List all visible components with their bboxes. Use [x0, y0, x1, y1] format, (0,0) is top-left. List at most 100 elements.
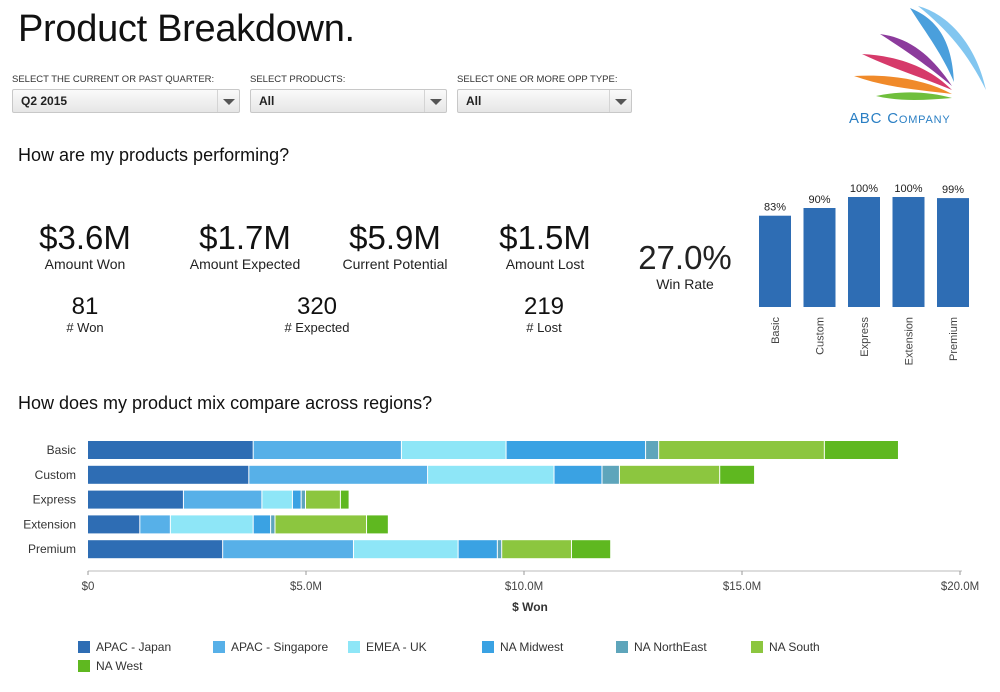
logo-text: ABC Company: [849, 110, 951, 127]
stacked-bar-segment[interactable]: [340, 490, 349, 509]
x-axis-title: $ Won: [512, 600, 548, 614]
stacked-bar-segment[interactable]: [428, 465, 554, 484]
win-rate-bar[interactable]: [848, 197, 880, 307]
x-axis-tick-label: $20.0M: [941, 581, 979, 593]
products-filter-label: SELECT PRODUCTS:: [250, 74, 346, 85]
stacked-bar-segment[interactable]: [401, 441, 506, 459]
opp-type-filter: SELECT ONE OR MORE OPP TYPE: All: [457, 74, 632, 113]
stacked-bar-segment[interactable]: [223, 540, 353, 559]
kpi-label: Current Potential: [342, 256, 448, 272]
quarter-select-value: Q2 2015: [21, 94, 68, 108]
kpi-value: $1.7M: [199, 219, 291, 256]
stacked-bar-segment[interactable]: [306, 490, 340, 509]
legend-item[interactable]: NA West: [78, 659, 142, 673]
stacked-bar-segment[interactable]: [140, 515, 170, 534]
win-rate-category-label: Premium: [948, 317, 960, 361]
x-axis-tick-label: $5.0M: [290, 581, 322, 593]
kpi-amount-lost: $1.5M Amount Lost: [480, 219, 610, 273]
stacked-bar-segment[interactable]: [571, 540, 611, 559]
win-rate-bar-label: 83%: [764, 202, 786, 214]
legend-item[interactable]: NA NorthEast: [616, 640, 707, 654]
stacked-bar-segment[interactable]: [659, 441, 824, 459]
stacked-bar-segment[interactable]: [602, 465, 619, 484]
win-rate-bar-label: 90%: [808, 194, 830, 206]
stacked-bar-segment[interactable]: [497, 540, 502, 559]
win-rate-category-label: Express: [859, 317, 871, 357]
products-select[interactable]: All: [250, 89, 447, 113]
legend-label: NA NorthEast: [634, 640, 707, 654]
chevron-down-icon[interactable]: [609, 90, 631, 112]
win-rate: 27.0% Win Rate: [625, 240, 745, 293]
stacked-bar-segment[interactable]: [88, 465, 249, 484]
kpi-value: $3.6M: [39, 219, 131, 256]
win-rate-bar[interactable]: [937, 198, 969, 307]
stacked-bar-segment[interactable]: [88, 490, 183, 509]
stacked-bar-segment[interactable]: [554, 465, 602, 484]
stacked-bar-segment[interactable]: [271, 515, 275, 534]
stacked-bar-segment[interactable]: [646, 441, 659, 459]
legend-item[interactable]: APAC - Singapore: [213, 640, 328, 654]
legend-swatch: [78, 641, 90, 653]
kpi-value: $1.5M: [499, 219, 591, 256]
stacked-bar-segment[interactable]: [262, 490, 292, 509]
legend-label: NA South: [769, 640, 820, 654]
stacked-bar-segment[interactable]: [88, 441, 253, 459]
row-category-label: Premium: [28, 542, 76, 556]
stacked-bar-segment[interactable]: [183, 490, 262, 509]
performance-section-title: How are my products performing?: [18, 145, 290, 165]
quarter-select[interactable]: Q2 2015: [12, 89, 240, 113]
win-rate-bar[interactable]: [759, 215, 791, 307]
count-expected: 320 # Expected: [267, 294, 367, 336]
stacked-bar-segment[interactable]: [458, 540, 497, 559]
stacked-bar-segment[interactable]: [824, 441, 898, 459]
stacked-bar-segment[interactable]: [292, 490, 301, 509]
stacked-bar-segment[interactable]: [253, 515, 271, 534]
stacked-bar-segment[interactable]: [367, 515, 388, 534]
kpi-current-potential: $5.9M Current Potential: [330, 220, 460, 273]
legend-item[interactable]: APAC - Japan: [78, 640, 171, 654]
stacked-bar-segment[interactable]: [88, 540, 223, 559]
legend-item[interactable]: EMEA - UK: [348, 640, 427, 654]
stacked-bar-segment[interactable]: [253, 441, 401, 459]
stacked-bar-segment[interactable]: [275, 515, 367, 534]
chevron-down-icon[interactable]: [217, 90, 239, 112]
kpi-label: Amount Lost: [505, 256, 585, 272]
product-mix-by-region-chart: Basic Custom Express Extension Premium $0 $5.0…: [23, 441, 979, 614]
stacked-bar-segment[interactable]: [353, 540, 458, 559]
stacked-bar-segment[interactable]: [170, 515, 253, 534]
win-rate-by-product-chart: 83% Basic 90% Custom 100% Express 100% Extensio…: [759, 183, 969, 365]
row-category-label: Custom: [35, 468, 76, 482]
win-rate-bar-label: 99%: [942, 184, 964, 196]
win-rate-bar[interactable]: [803, 208, 836, 307]
stacked-bar-segment[interactable]: [506, 441, 646, 459]
opp-type-select[interactable]: All: [457, 89, 632, 113]
count-won: 81 # Won: [35, 294, 135, 336]
win-rate-category-label: Basic: [770, 317, 782, 344]
page-title: Product Breakdown.: [18, 8, 355, 50]
legend-swatch: [78, 660, 90, 672]
kpi-label: Amount Expected: [189, 256, 301, 272]
products-select-value: All: [259, 94, 275, 108]
logo-text-second: Company: [887, 110, 951, 127]
row-category-label: Basic: [47, 443, 76, 457]
company-logo-icon: [854, 6, 986, 100]
kpi-label: Amount Won: [44, 256, 126, 272]
win-rate-bar[interactable]: [892, 197, 925, 307]
row-category-label: Express: [33, 493, 76, 507]
legend-label: EMEA - UK: [366, 640, 427, 654]
legend-item[interactable]: NA Midwest: [482, 640, 563, 654]
stacked-bar-segment[interactable]: [88, 515, 140, 534]
quarter-filter: SELECT THE CURRENT OR PAST QUARTER: Q2 2…: [12, 74, 240, 113]
stacked-bar-segment[interactable]: [301, 490, 305, 509]
legend-item[interactable]: NA South: [751, 640, 820, 654]
stacked-bar-segment[interactable]: [502, 540, 571, 559]
stacked-bar-segment[interactable]: [249, 465, 428, 484]
stacked-bar-segment[interactable]: [720, 465, 755, 484]
chevron-down-icon[interactable]: [424, 90, 446, 112]
stacked-bar-segment[interactable]: [619, 465, 720, 484]
win-rate-category-label: Custom: [815, 317, 827, 355]
count-value: 320: [296, 293, 338, 320]
quarter-filter-label: SELECT THE CURRENT OR PAST QUARTER:: [12, 74, 215, 85]
opp-type-filter-label: SELECT ONE OR MORE OPP TYPE:: [457, 74, 618, 85]
legend-swatch: [616, 641, 628, 653]
